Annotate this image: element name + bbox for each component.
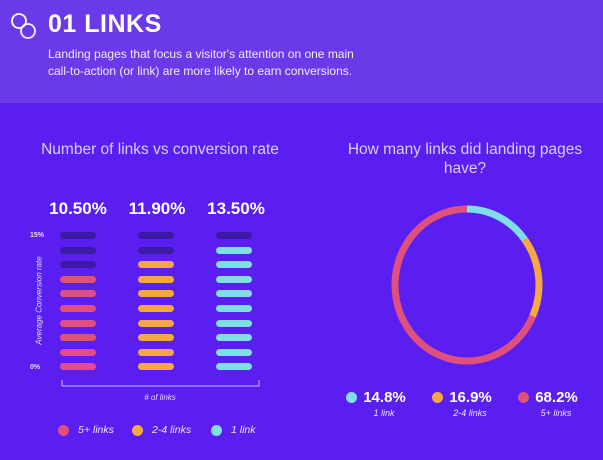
bar-chart-title: Number of links vs conversion rate (41, 141, 279, 158)
bar-pill-5plus (60, 319, 96, 327)
bar-pill-1 (216, 232, 252, 239)
donut-stat-value-1: 14.8% (363, 389, 406, 406)
header-banner: 01 LINKS Landing pages that focus a visi… (0, 0, 603, 103)
bar-pill-1 (216, 290, 252, 298)
bar-pill-5plus (60, 305, 96, 312)
page-title: 01 LINKS (48, 10, 162, 38)
bar-value-label-2to4: 11.90% (128, 199, 186, 218)
bar-pill-2to4 (138, 305, 174, 312)
donut-stat-dot-2to4 (432, 392, 444, 403)
legend-label-1: 1 link (231, 424, 256, 436)
bar-pill-2to4 (138, 319, 174, 327)
donut-stat-2to4: 16.9% 2-4 links (420, 389, 504, 418)
bar-pill-2to4 (138, 334, 174, 342)
bar-pill-1 (216, 348, 252, 356)
legend-item-5plus: 5+ links (58, 424, 114, 436)
bar-pill-2to4 (138, 261, 174, 269)
bar-pill-1 (216, 319, 252, 327)
legend-item-1: 1 link (211, 424, 256, 436)
donut-stat-dot-5plus (518, 392, 530, 403)
overlapping-circles-icon (11, 13, 36, 39)
bar-pill-1 (216, 275, 252, 283)
donut-stat-label-1: 1 link (373, 408, 395, 418)
y-tick-bottom: 0% (30, 364, 41, 371)
donut-stat-value-5plus: 68.2% (535, 389, 578, 406)
legend-label-5plus: 5+ links (78, 424, 114, 436)
donut-stat-dot-1 (346, 392, 358, 403)
bar-pill-5plus (60, 246, 96, 254)
bar-pill-1 (216, 246, 252, 254)
bar-value-label-5plus: 10.50% (49, 199, 107, 218)
donut-slice-5plus (391, 205, 536, 365)
legend-dot-5plus (58, 424, 69, 436)
bar-value-label-1: 13.50% (207, 199, 265, 218)
bar-pill-2to4 (138, 232, 174, 239)
bar-pill-5plus (60, 261, 96, 269)
bar-pill-5plus (60, 232, 96, 239)
donut-stat-5plus: 68.2% 5+ links (506, 389, 590, 418)
bar-pill-5plus (60, 334, 96, 342)
donut-stat-label-5plus: 5+ links (540, 408, 572, 418)
donut-chart (391, 205, 543, 365)
bar-pill-5plus (60, 348, 96, 356)
bar-pill-1 (216, 261, 252, 269)
donut-chart-title: How many links did landing pages have? (347, 141, 583, 177)
legend-item-2to4: 2-4 links (132, 424, 191, 436)
bar-pill-5plus (60, 363, 96, 371)
bar-pill-5plus (60, 275, 96, 283)
bar-pill-1 (216, 334, 252, 342)
bar-pill-2to4 (138, 363, 174, 371)
donut-stat-1: 14.8% 1 link (334, 389, 418, 418)
bar-pill-1 (216, 305, 252, 312)
donut-slice-2to4 (521, 237, 543, 318)
y-tick-top: 15% (30, 232, 45, 239)
donut-stat-label-2to4: 2-4 links (453, 408, 487, 418)
bar-pill-5plus (60, 290, 96, 298)
bar-pill-2to4 (138, 275, 174, 283)
donut-slice-1 (466, 205, 528, 242)
bar-pill-2to4 (138, 246, 174, 254)
legend-dot-1 (211, 424, 222, 436)
x-axis-label: # of links (144, 393, 176, 402)
donut-stat-value-2to4: 16.9% (449, 389, 492, 406)
legend-dot-2to4 (132, 424, 143, 436)
legend-label-2to4: 2-4 links (152, 424, 192, 436)
bar-pill-2to4 (138, 290, 174, 298)
page-subtitle: Landing pages that focus a visitor's att… (48, 47, 354, 78)
bar-pill-1 (216, 363, 252, 371)
bar-pill-2to4 (138, 348, 174, 356)
